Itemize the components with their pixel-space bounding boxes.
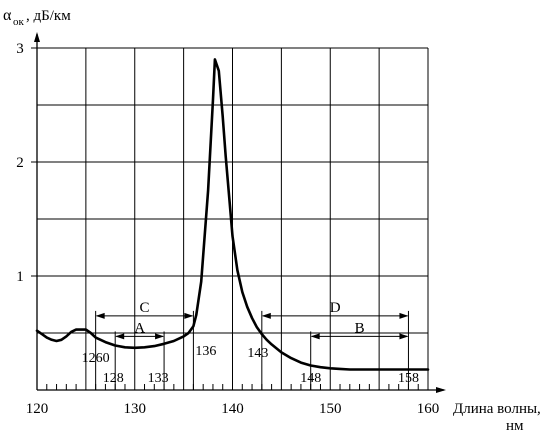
x-axis-unit: нм <box>506 418 524 434</box>
y-tick-label: 2 <box>16 155 24 171</box>
band-arrow-head-right <box>184 312 194 319</box>
marker-label: 136 <box>195 344 216 359</box>
y-axis-unit: , дБ/км <box>26 8 71 24</box>
marker-label: 133 <box>148 371 169 386</box>
y-axis-symbol: α <box>3 7 12 24</box>
band-arrow-head-left <box>310 333 320 340</box>
band-label: A <box>134 320 145 336</box>
grid <box>37 47 429 390</box>
x-tick-label: 140 <box>221 401 244 417</box>
x-axis-label: Длина волны, <box>453 401 541 417</box>
y-axis-arrow <box>34 32 40 42</box>
band-label: C <box>140 300 150 316</box>
band-ranges: CA DB <box>95 300 409 340</box>
x-axis-arrow <box>436 387 446 393</box>
x-tick-label: 120 <box>26 401 49 417</box>
marker-label: 1260 <box>82 351 110 366</box>
attenuation-curve <box>35 58 430 371</box>
series <box>35 58 430 371</box>
band-label: B <box>355 320 365 336</box>
marker-label: 143 <box>247 346 268 361</box>
y-tick-label: 1 <box>16 269 24 285</box>
marker-label: 148 <box>300 371 321 386</box>
axis-labels: α ок , дБ/км Длина волны, нм <box>3 7 541 434</box>
marker-label: 128 <box>103 371 124 386</box>
tick-marks: 120 130 140 150 160 1 2 3 <box>16 41 439 417</box>
x-tick-label: 130 <box>124 401 147 417</box>
band-arrow-head-right <box>155 333 165 340</box>
band-arrow-head-left <box>115 333 125 340</box>
marker-label: 158 <box>398 371 419 386</box>
x-tick-label: 160 <box>417 401 440 417</box>
wavelength-markers: 1260 128 133 136 143 148 158 <box>82 310 419 390</box>
y-tick-label: 3 <box>16 41 24 57</box>
band-arrow-head-left <box>95 312 105 319</box>
band-label: D <box>330 300 341 316</box>
band-arrow-head-right <box>399 333 409 340</box>
x-tick-label: 150 <box>319 401 342 417</box>
band-arrow-head-left <box>261 312 271 319</box>
y-axis-subscript: ок <box>13 16 25 28</box>
band-arrow-head-right <box>399 312 409 319</box>
